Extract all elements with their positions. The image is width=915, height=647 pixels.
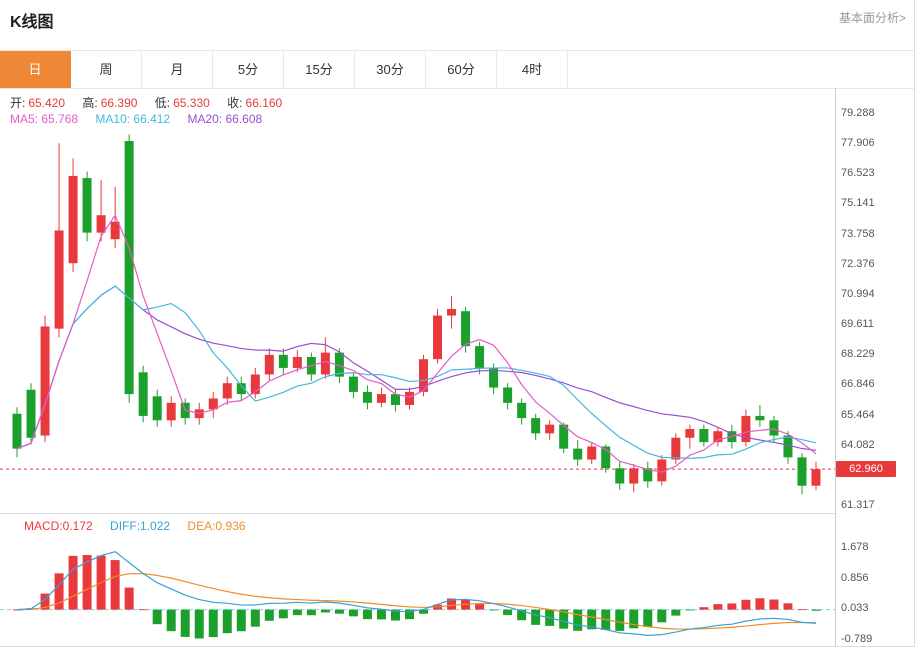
fundamental-analysis-link[interactable]: 基本面分析> xyxy=(838,11,906,25)
main-axis-tick: 70.994 xyxy=(841,287,875,300)
tab-60min[interactable]: 60分 xyxy=(426,51,497,88)
low-label: 低: xyxy=(154,96,171,110)
period-tab-bar: 日周月 5分 15分 30分 60分 4时 xyxy=(0,50,914,89)
main-axis-tick: 77.906 xyxy=(841,137,875,150)
candlestick-chart-svg[interactable] xyxy=(0,88,915,647)
main-axis-tick: 73.758 xyxy=(841,227,875,240)
macd-axis-tick: -0.789 xyxy=(841,632,873,645)
tab-month[interactable]: 月 xyxy=(142,51,213,88)
ma10-value: MA10: 66.412 xyxy=(95,112,171,126)
main-axis-tick: 79.288 xyxy=(841,106,875,119)
main-axis-tick: 72.376 xyxy=(841,257,875,270)
close-label: 收: xyxy=(227,96,243,110)
ma5-value: MA5: 65.768 xyxy=(10,112,79,126)
ma-info: MA5: 65.768 MA10: 66.412 MA20: 66.608 xyxy=(10,112,276,126)
main-axis-tick: 69.611 xyxy=(841,318,874,331)
chart-area: 开: 65.420 高: 66.390 低: 65.330 收: 66.160 MA5:… xyxy=(0,88,915,647)
tab-15min[interactable]: 15分 xyxy=(284,51,355,88)
open-label: 开: xyxy=(10,96,26,110)
main-axis-tick: 61.317 xyxy=(841,498,875,511)
macd-value: MACD:0.172 xyxy=(24,519,93,533)
tab-day[interactable]: 日 xyxy=(0,51,71,88)
main-axis-tick: 65.464 xyxy=(841,408,875,421)
ma20-value: MA20: 66.608 xyxy=(187,112,263,126)
widget-header: K线图 基本面分析> xyxy=(0,0,914,50)
main-axis-tick: 66.846 xyxy=(841,378,875,391)
current-price-badge: 62.960 xyxy=(836,461,896,478)
high-value: 66.390 xyxy=(100,96,138,110)
main-axis-tick: 76.523 xyxy=(841,167,875,180)
tab-5min[interactable]: 5分 xyxy=(213,51,284,88)
page-title: K线图 xyxy=(10,14,54,31)
diff-value: DIFF:1.022 xyxy=(110,519,171,533)
macd-axis-tick: 1.678 xyxy=(841,541,869,554)
high-label: 高: xyxy=(82,96,98,110)
macd-axis-tick: 0.033 xyxy=(841,602,869,615)
tab-week[interactable]: 周 xyxy=(71,51,142,88)
tab-30min[interactable]: 30分 xyxy=(355,51,426,88)
macd-info: MACD:0.172 DIFF:1.022 DEA:0.936 xyxy=(24,519,259,533)
tab-4hour[interactable]: 4时 xyxy=(497,51,568,88)
main-axis-tick: 68.229 xyxy=(841,348,875,361)
macd-axis-tick: 0.856 xyxy=(841,571,869,584)
open-value: 65.420 xyxy=(28,96,66,110)
ohlc-info: 开: 65.420 高: 66.390 低: 65.330 收: 66.160 xyxy=(10,94,296,111)
close-value: 66.160 xyxy=(245,96,283,110)
low-value: 65.330 xyxy=(173,96,210,110)
main-axis-tick: 75.141 xyxy=(841,197,875,210)
dea-value: DEA:0.936 xyxy=(187,519,246,533)
main-axis-tick: 64.082 xyxy=(841,438,875,451)
